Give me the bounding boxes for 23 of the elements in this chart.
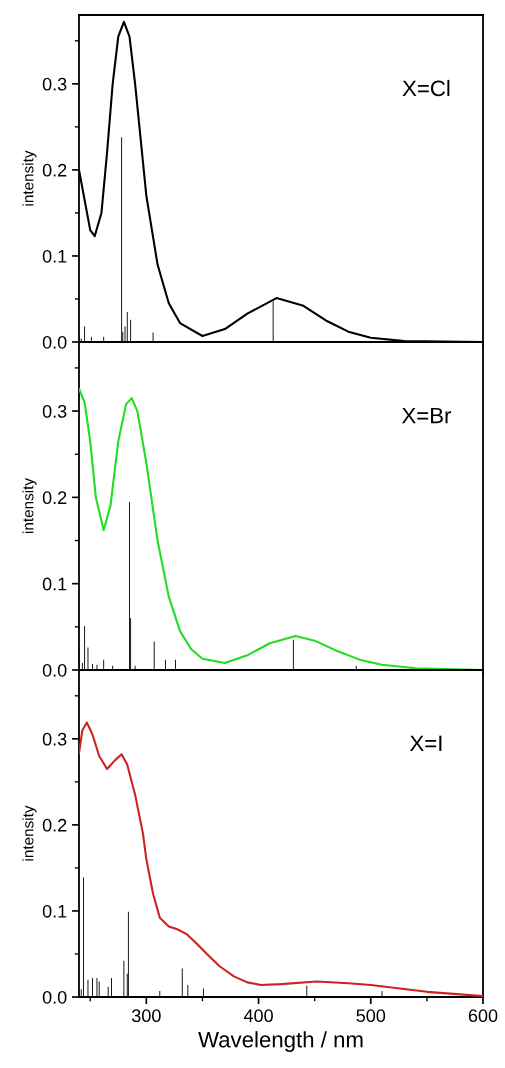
y-tick-label: 0.2 — [42, 491, 67, 505]
y-axis-title: intensity — [22, 805, 37, 861]
y-tick-label: 0.3 — [42, 404, 67, 418]
annotation: X=Cl — [402, 79, 450, 97]
y-tick-label: 0.1 — [42, 577, 67, 591]
y-tick-label: 0.2 — [42, 818, 67, 832]
annotation: X=Br — [401, 407, 452, 424]
y-tick-label: 0.0 — [42, 990, 67, 1004]
y-axis-title: intensity — [22, 478, 37, 533]
y-tick-label: 0.3 — [42, 77, 67, 91]
y-tick-label: 0.1 — [42, 904, 67, 918]
y-axis-title: intensity — [22, 150, 37, 206]
x-tick-label: 300 — [131, 1009, 161, 1023]
y-tick-label: 0.3 — [42, 732, 67, 746]
y-tick-label: 0.2 — [42, 163, 67, 177]
x-tick-label: 600 — [468, 1009, 498, 1023]
annotation: X=I — [409, 735, 442, 751]
y-tick-label: 0.0 — [42, 663, 67, 677]
x-axis-title: Wavelength / nm — [198, 1031, 363, 1052]
x-tick-label: 500 — [356, 1009, 386, 1023]
y-tick-label: 0.1 — [42, 249, 67, 263]
y-tick-label: 0.0 — [42, 335, 67, 349]
x-tick-label: 400 — [243, 1009, 273, 1023]
